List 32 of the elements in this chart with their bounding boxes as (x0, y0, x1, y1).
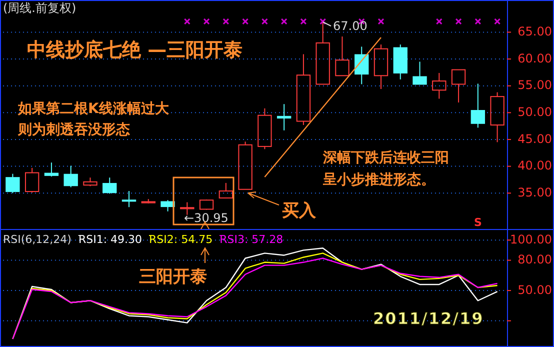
y-tick-label: 65.00 (518, 24, 552, 38)
text: 中线抄底七绝 —三阳开泰 (27, 39, 243, 61)
legend-label: RSI2: 54.75 (149, 233, 213, 246)
legend-label: RSI1: 49.30 (78, 233, 142, 246)
annotation: S (474, 216, 482, 229)
annotation: 买入 (282, 201, 317, 221)
candlestick (296, 54, 311, 126)
annotation: 则为刺透吞没形态 (17, 122, 130, 138)
annotation: 三阳开泰 (139, 267, 207, 287)
y-tick-label: 45.00 (518, 132, 552, 146)
candlestick (354, 46, 369, 85)
candlestick (432, 72, 446, 100)
annotation: 67.00 (333, 19, 368, 33)
y-tick-label: 50.00 (518, 282, 552, 297)
chart-title: RSI(6,12,24) (3, 233, 72, 246)
annotation: 深幅下跌后连收三阳 (322, 149, 449, 166)
candlestick (276, 104, 292, 131)
y-tick-label: 35.00 (518, 185, 552, 200)
annotation: 2011/12/19 (373, 309, 484, 328)
annotation: 呈小步推进形态。 (322, 172, 435, 188)
annotation: ←30.95 (184, 211, 228, 225)
y-tick-label: 100.00 (510, 232, 552, 246)
y-tick-label: 60.00 (518, 51, 552, 66)
y-tick-label: 40.00 (518, 158, 552, 173)
y-tick-label: 80.00 (518, 252, 552, 267)
candlestick (122, 190, 136, 208)
annotation: 如果第二根K线涨幅过大 (17, 101, 170, 117)
candlestick (374, 44, 388, 90)
legend-label: RSI3: 57.28 (220, 233, 284, 246)
chart-subtitle: (周线.前复权) (3, 1, 76, 15)
y-tick-label: 50.00 (518, 104, 552, 119)
y-tick-label: 55.00 (518, 78, 552, 92)
